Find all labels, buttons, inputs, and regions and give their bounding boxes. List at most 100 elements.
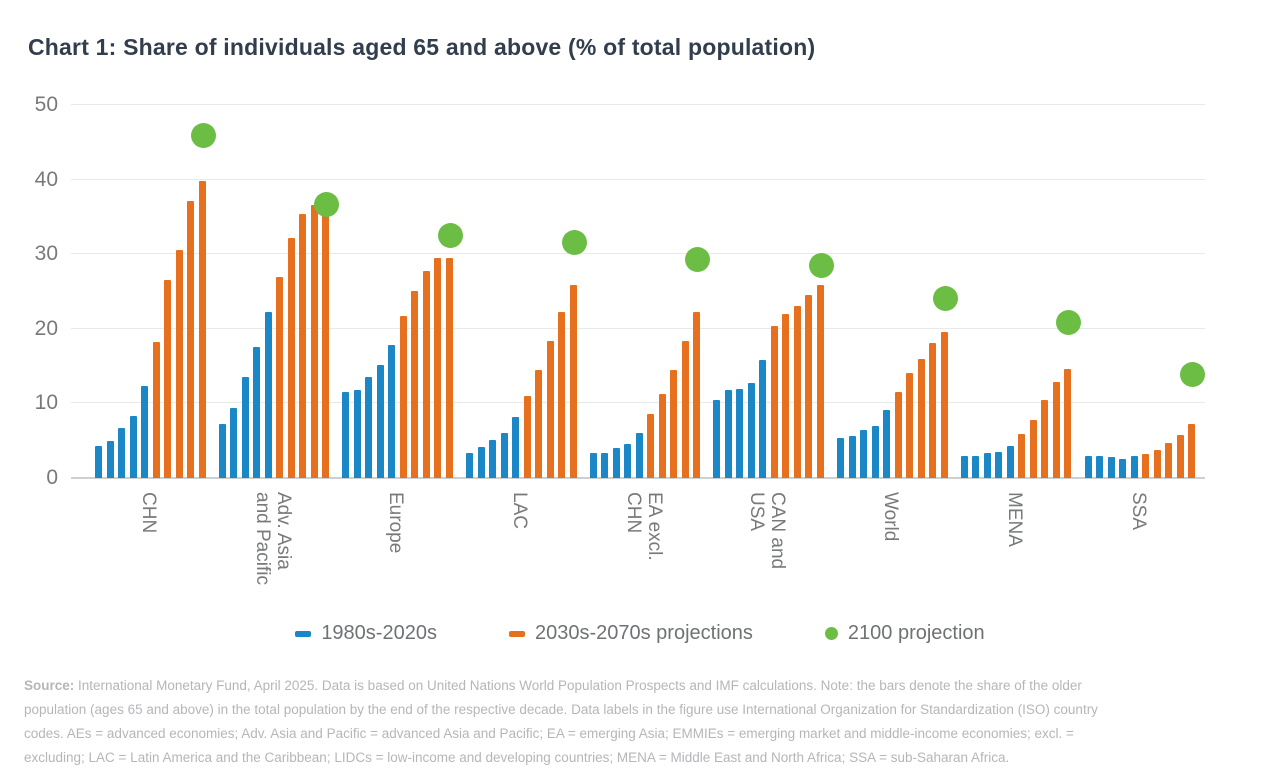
proj-bar xyxy=(198,181,206,478)
plot-area xyxy=(71,104,1205,479)
proj-bar xyxy=(658,394,666,478)
proj-bar xyxy=(276,276,284,478)
y-tick-label: 40 xyxy=(34,167,58,191)
proj-bar xyxy=(1176,434,1184,478)
hist-bar xyxy=(141,386,148,478)
projection-2100-dot xyxy=(1056,310,1082,336)
hist-bar xyxy=(489,439,497,478)
projection-2100-dot xyxy=(1180,361,1205,387)
hist-bar xyxy=(837,438,845,478)
hist-bar xyxy=(353,389,361,478)
bar-group xyxy=(837,286,958,478)
bar-group xyxy=(713,252,834,478)
x-axis-label: SSA xyxy=(1128,492,1149,531)
gridline xyxy=(71,178,1205,180)
hist-bar xyxy=(253,347,261,478)
proj-bar xyxy=(299,213,307,478)
hist-bar xyxy=(960,456,968,478)
source-prefix: Source: xyxy=(24,678,75,693)
proj-bar xyxy=(816,284,824,478)
proj-bar xyxy=(558,312,566,478)
hist-bar xyxy=(376,364,384,478)
proj-bar xyxy=(1018,434,1026,478)
hist-bar xyxy=(477,447,485,478)
x-axis-label: CHN xyxy=(138,492,159,534)
legend-item: 2030s-2070s projections xyxy=(508,622,753,645)
bar-group xyxy=(95,123,216,478)
x-axis-label: LAC xyxy=(509,492,530,529)
chart-title: Chart 1: Share of individuals aged 65 an… xyxy=(28,34,816,60)
proj-bar xyxy=(399,316,407,478)
proj-bar xyxy=(287,237,295,478)
x-axis-label: Adv. Asia and Pacific xyxy=(251,492,294,585)
proj-bar xyxy=(1165,442,1172,478)
gridline xyxy=(71,327,1205,329)
gridline xyxy=(71,253,1205,255)
proj-bar xyxy=(187,200,194,478)
bar-group xyxy=(960,310,1082,478)
source-text: International Monetary Fund, April 2025.… xyxy=(24,678,1098,765)
hist-bar xyxy=(589,452,597,478)
proj-bar xyxy=(670,369,678,478)
legend: 1980s-2020s 2030s-2070s projections 2100 p… xyxy=(75,622,1205,645)
hist-bar xyxy=(736,389,744,478)
proj-bar xyxy=(693,311,701,478)
hist-bar xyxy=(342,392,350,478)
proj-bar xyxy=(1052,381,1060,478)
proj-bar xyxy=(152,342,160,478)
legend-item: 1980s-2020s xyxy=(295,622,437,645)
hist-bar xyxy=(724,389,732,478)
legend-swatch-dot-icon xyxy=(824,627,838,640)
proj-bar xyxy=(535,369,543,478)
proj-bar xyxy=(422,271,430,478)
proj-bar xyxy=(917,359,925,478)
proj-bar xyxy=(546,340,554,478)
projection-2100-dot xyxy=(437,223,463,249)
hist-bar xyxy=(883,410,891,478)
hist-bar xyxy=(466,452,474,478)
x-axis-label: CAN and USA xyxy=(745,492,788,570)
legend-item: 2100 projection xyxy=(824,622,985,645)
x-axis-label: Europe xyxy=(385,492,406,554)
bar-group xyxy=(342,223,463,478)
hist-bar xyxy=(848,436,856,478)
proj-bar xyxy=(411,290,419,478)
proj-bar xyxy=(906,372,914,478)
hist-bar xyxy=(218,424,226,478)
proj-bar xyxy=(805,295,813,478)
projection-2100-dot xyxy=(190,123,216,149)
projection-2100-dot xyxy=(808,252,834,278)
hist-bar xyxy=(635,432,643,478)
hist-bar xyxy=(1096,455,1103,478)
y-tick-label: 30 xyxy=(34,242,58,266)
hist-bar xyxy=(241,377,249,478)
proj-bar xyxy=(793,305,801,478)
hist-bar xyxy=(95,445,102,478)
proj-bar xyxy=(523,395,531,478)
proj-bar xyxy=(1029,419,1037,478)
hist-bar xyxy=(1130,456,1138,478)
proj-bar xyxy=(1188,424,1195,478)
projection-2100-dot xyxy=(932,286,958,312)
hist-bar xyxy=(860,430,868,478)
proj-bar xyxy=(322,207,330,478)
x-axis-label: MENA xyxy=(1004,492,1025,547)
hist-bar xyxy=(365,376,373,478)
hist-bar xyxy=(106,440,114,478)
projection-2100-dot xyxy=(685,246,711,272)
hist-bar xyxy=(512,416,520,478)
hist-bar xyxy=(759,360,767,478)
proj-bar xyxy=(175,249,183,478)
hist-bar xyxy=(118,428,125,478)
hist-bar xyxy=(1107,457,1115,478)
y-tick-label: 10 xyxy=(34,391,58,415)
proj-bar xyxy=(164,279,171,478)
hist-bar xyxy=(129,416,137,478)
proj-bar xyxy=(929,342,937,478)
x-axis-label: World xyxy=(880,492,901,542)
hist-bar xyxy=(995,451,1003,478)
bar-groups xyxy=(75,105,1205,478)
hist-bar xyxy=(972,456,980,478)
hist-bar xyxy=(388,345,396,478)
